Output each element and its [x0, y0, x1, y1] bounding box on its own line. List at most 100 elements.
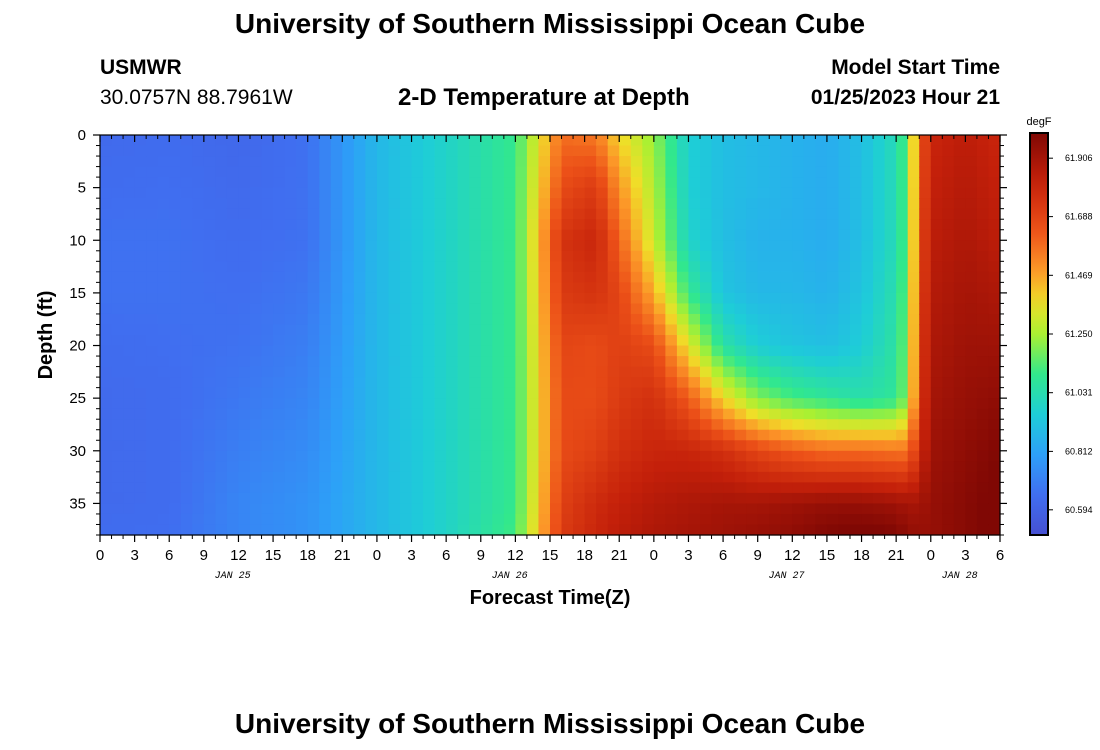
heatmap-cell	[284, 398, 297, 410]
heatmap-cell	[907, 166, 920, 178]
heatmap-cell	[757, 377, 770, 389]
heatmap-cell	[896, 229, 909, 241]
heatmap-cell	[965, 471, 978, 483]
heatmap-cell	[919, 229, 932, 241]
heatmap-cell	[157, 398, 170, 410]
heatmap-cell	[573, 408, 586, 420]
heatmap-cell	[676, 419, 690, 431]
heatmap-cell	[157, 440, 170, 452]
heatmap-cell	[157, 503, 170, 515]
heatmap-cell	[250, 282, 263, 294]
heatmap-cell	[607, 324, 620, 336]
heatmap-cell	[538, 419, 551, 431]
heatmap-cell	[861, 398, 874, 410]
heatmap-cell	[607, 503, 620, 515]
heatmap-cell	[284, 408, 297, 420]
heatmap-cell	[676, 482, 690, 494]
heatmap-cell	[942, 198, 955, 210]
heatmap-cell	[780, 271, 793, 283]
heatmap-cell	[307, 419, 320, 431]
heatmap-cell	[607, 482, 620, 494]
heatmap-cell	[607, 145, 620, 157]
heatmap-cell	[261, 219, 274, 231]
heatmap-cell	[734, 324, 747, 336]
heatmap-cell	[884, 524, 897, 536]
heatmap-cell	[700, 219, 713, 231]
heatmap-cell	[953, 524, 966, 536]
heatmap-cell	[815, 271, 828, 283]
heatmap-cell	[815, 471, 828, 483]
heatmap-cell	[861, 429, 874, 441]
heatmap-cell	[792, 324, 805, 336]
heatmap-cell	[215, 492, 228, 505]
heatmap-cell	[100, 261, 113, 273]
heatmap-cell	[607, 219, 620, 231]
heatmap-cell	[296, 387, 309, 399]
heatmap-cell	[342, 156, 355, 168]
heatmap-cell	[826, 440, 840, 452]
heatmap-cell	[526, 461, 540, 473]
heatmap-cell	[226, 461, 240, 473]
heatmap-cell	[146, 282, 159, 294]
heatmap-cell	[573, 135, 586, 147]
heatmap-cell	[930, 135, 943, 147]
heatmap-cell	[250, 345, 263, 357]
heatmap-cell	[261, 450, 274, 462]
heatmap-cell	[803, 240, 816, 252]
heatmap-cell	[492, 187, 505, 199]
heatmap-cell	[630, 366, 643, 378]
heatmap-cell	[411, 271, 424, 283]
heatmap-cell	[203, 324, 216, 336]
heatmap-cell	[273, 208, 286, 220]
heatmap-cell	[769, 345, 782, 357]
heatmap-cell	[757, 524, 770, 536]
heatmap-cell	[907, 145, 920, 157]
heatmap-cell	[700, 450, 713, 462]
heatmap-cell	[100, 503, 113, 515]
heatmap-cell	[365, 440, 378, 452]
heatmap-cell	[976, 324, 990, 336]
heatmap-cell	[688, 398, 701, 410]
heatmap-cell	[988, 356, 1001, 368]
heatmap-cell	[480, 145, 493, 157]
heatmap-cell	[596, 313, 609, 326]
heatmap-cell	[561, 345, 574, 357]
heatmap-cell	[238, 282, 251, 294]
heatmap-cell	[700, 524, 713, 536]
colorbar-tick-label: 61.469	[1065, 270, 1093, 280]
heatmap-cell	[803, 303, 816, 315]
heatmap-cell	[723, 366, 736, 378]
heatmap-cell	[573, 398, 586, 410]
heatmap-cell	[307, 324, 320, 336]
heatmap-cell	[296, 208, 309, 220]
heatmap-cell	[838, 440, 851, 452]
heatmap-cell	[400, 366, 413, 378]
heatmap-cell	[100, 398, 113, 410]
heatmap-cell	[503, 135, 516, 147]
heatmap-cell	[261, 503, 274, 515]
heatmap-cell	[423, 292, 436, 305]
heatmap-cell	[226, 335, 240, 347]
heatmap-cell	[711, 450, 724, 462]
heatmap-cell	[526, 261, 540, 273]
heatmap-cell	[584, 303, 597, 315]
heatmap-cell	[388, 398, 401, 410]
heatmap-cell	[457, 261, 470, 273]
heatmap-cell	[642, 219, 655, 231]
heatmap-cell	[238, 461, 251, 473]
heatmap-cell	[284, 366, 297, 378]
heatmap-cell	[942, 335, 955, 347]
heatmap-cell	[584, 524, 597, 536]
heatmap-cell	[815, 166, 828, 178]
heatmap-cell	[469, 482, 482, 494]
heatmap-cell	[607, 187, 620, 199]
heatmap-cell	[757, 187, 770, 199]
heatmap-cell	[988, 229, 1001, 241]
heatmap-cell	[734, 345, 747, 357]
heatmap-cell	[550, 208, 563, 220]
heatmap-cell	[203, 345, 216, 357]
heatmap-cell	[123, 492, 136, 505]
heatmap-cell	[792, 461, 805, 473]
heatmap-cell	[400, 292, 413, 305]
heatmap-cell	[642, 356, 655, 368]
